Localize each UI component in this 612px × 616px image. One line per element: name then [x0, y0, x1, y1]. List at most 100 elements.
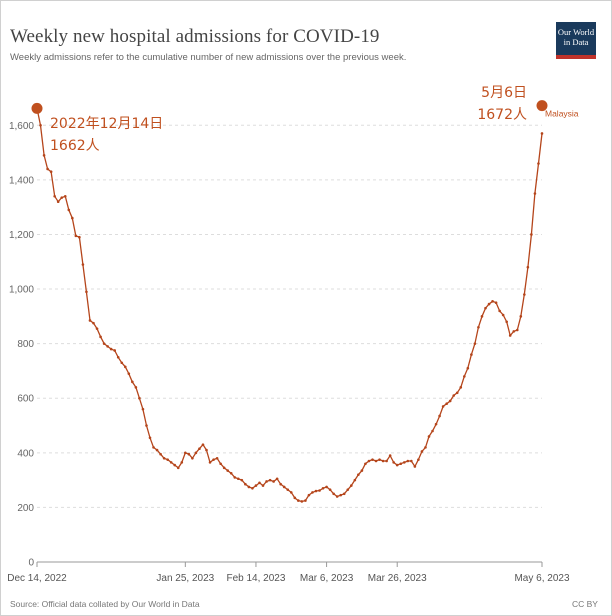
data-point	[448, 399, 452, 403]
data-point	[272, 480, 275, 483]
series-group: Malaysia	[35, 107, 579, 503]
data-point	[484, 306, 487, 310]
chart-title: Weekly new hospital admissions for COVID…	[10, 26, 380, 47]
data-point	[233, 476, 237, 479]
data-point	[402, 461, 406, 464]
data-point	[328, 488, 332, 491]
data-point	[166, 458, 169, 461]
y-axis: 0 200 400 600 800 1,000 1,200 1,400 1,600	[9, 121, 34, 569]
x-tick-label: Feb 14, 2023	[226, 573, 285, 584]
data-point	[512, 330, 516, 333]
data-point	[219, 462, 222, 466]
data-point	[477, 325, 480, 329]
data-point	[155, 448, 159, 452]
data-point	[381, 459, 385, 463]
logo-line-1: Our World	[557, 27, 595, 37]
data-point	[85, 290, 88, 294]
data-point	[335, 495, 339, 498]
data-point	[244, 482, 247, 486]
data-point	[116, 355, 120, 359]
data-point	[113, 349, 116, 352]
owid-logo[interactable]: Our World in Data	[556, 22, 596, 59]
data-point	[53, 194, 56, 198]
data-point	[395, 463, 399, 467]
data-point	[198, 447, 201, 451]
series-line-malaysia	[36, 108, 543, 503]
data-point	[473, 342, 477, 345]
data-point	[357, 473, 360, 476]
data-point	[526, 265, 530, 269]
data-point	[424, 446, 427, 449]
y-tick-label: 1,400	[9, 175, 34, 186]
data-point	[297, 499, 300, 502]
data-point	[81, 263, 85, 266]
data-point	[286, 488, 290, 491]
y-tick-label: 600	[17, 394, 34, 405]
y-tick-label: 1,600	[9, 121, 34, 132]
data-point	[533, 192, 537, 195]
data-point	[300, 500, 304, 503]
data-point	[71, 216, 74, 220]
data-point	[417, 458, 420, 461]
data-point	[212, 458, 215, 461]
data-point	[385, 459, 388, 463]
data-point	[540, 132, 544, 135]
data-point	[470, 353, 473, 356]
data-point	[307, 493, 311, 497]
data-point	[318, 489, 321, 492]
data-point	[138, 396, 141, 400]
x-tick-label: Mar 6, 2023	[300, 573, 354, 584]
chart-subtitle: Weekly admissions refer to the cumulativ…	[10, 52, 407, 63]
data-point	[265, 480, 268, 483]
data-point	[191, 456, 194, 460]
x-tick-label: Mar 26, 2023	[368, 573, 427, 584]
data-point	[258, 481, 261, 485]
x-tick-label: May 6, 2023	[514, 573, 569, 584]
data-point	[109, 347, 113, 351]
y-tick-label: 0	[28, 558, 34, 569]
annotation-start-value: 1662人	[50, 138, 100, 154]
data-point	[353, 478, 357, 482]
data-point	[247, 485, 251, 489]
data-point	[420, 450, 424, 453]
data-point	[530, 233, 533, 236]
data-point	[279, 482, 282, 486]
data-point	[445, 402, 448, 405]
data-point	[141, 407, 145, 411]
data-point	[427, 435, 431, 438]
data-point	[406, 459, 410, 463]
data-point	[131, 380, 134, 384]
data-point	[63, 194, 67, 198]
data-point	[205, 448, 208, 452]
data-point	[275, 477, 279, 481]
x-axis: Dec 14, 2022 Jan 25, 2023 Feb 14, 2023 Mar …	[7, 562, 570, 584]
annotation-end-value: 1672人	[477, 107, 527, 123]
data-point	[74, 234, 78, 238]
data-point	[459, 386, 463, 389]
license-link[interactable]: CC BY	[572, 599, 598, 609]
data-point	[367, 459, 371, 463]
annotation-marker-start	[31, 102, 43, 114]
annotations: 2022年12月14日 1662人 5月6日 1672人	[31, 85, 548, 154]
data-point	[321, 487, 325, 490]
data-point	[99, 335, 102, 339]
data-point	[148, 436, 152, 440]
data-point	[60, 196, 64, 199]
data-point	[463, 375, 466, 378]
data-point	[194, 451, 198, 455]
data-point	[293, 496, 297, 500]
annotation-end-date: 5月6日	[481, 85, 527, 101]
data-point	[67, 208, 71, 212]
data-point	[201, 443, 205, 446]
data-point	[145, 424, 148, 427]
data-point	[378, 458, 381, 461]
data-point	[56, 200, 60, 204]
data-point	[392, 461, 395, 464]
data-point	[173, 463, 177, 467]
data-point	[339, 493, 343, 497]
x-tick-label: Dec 14, 2022	[7, 573, 67, 584]
data-point	[519, 315, 523, 318]
data-point	[88, 319, 92, 322]
logo-line-2: in Data	[563, 37, 589, 47]
data-point	[162, 456, 166, 460]
